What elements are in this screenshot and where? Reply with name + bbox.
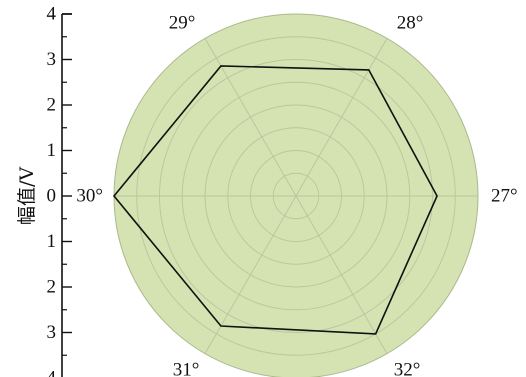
angle-label: 30° <box>76 186 103 207</box>
angle-label: 27° <box>491 186 518 207</box>
y-tick-label: 1 <box>47 231 57 252</box>
grid-spoke <box>204 195 297 354</box>
radius-axis: 4 3 2 1 0 1 2 3 4 <box>47 4 72 377</box>
radius-axis-ticks: 4 3 2 1 0 1 2 3 4 <box>47 4 72 377</box>
angle-labels: 27° 28° 29° 30° 31° 32° <box>76 13 517 377</box>
y-tick-label: 3 <box>47 49 57 70</box>
y-tick-label: 2 <box>47 277 57 298</box>
grid-spoke <box>295 38 388 197</box>
angle-label: 28° <box>397 13 424 34</box>
y-tick-label: 3 <box>47 322 57 343</box>
grid-spoke <box>204 38 297 197</box>
y-axis-title: 幅值/V <box>16 167 38 225</box>
angle-label: 29° <box>169 13 196 34</box>
grid-spoke <box>295 195 388 354</box>
y-tick-label: 0 <box>47 186 57 207</box>
angle-label: 31° <box>173 360 200 377</box>
series-polygon <box>112 65 438 335</box>
y-tick-label: 4 <box>47 368 57 377</box>
angle-label: 32° <box>394 360 421 377</box>
y-tick-label: 1 <box>47 140 57 161</box>
y-tick-label: 4 <box>47 4 57 25</box>
y-tick-label: 2 <box>47 95 57 116</box>
